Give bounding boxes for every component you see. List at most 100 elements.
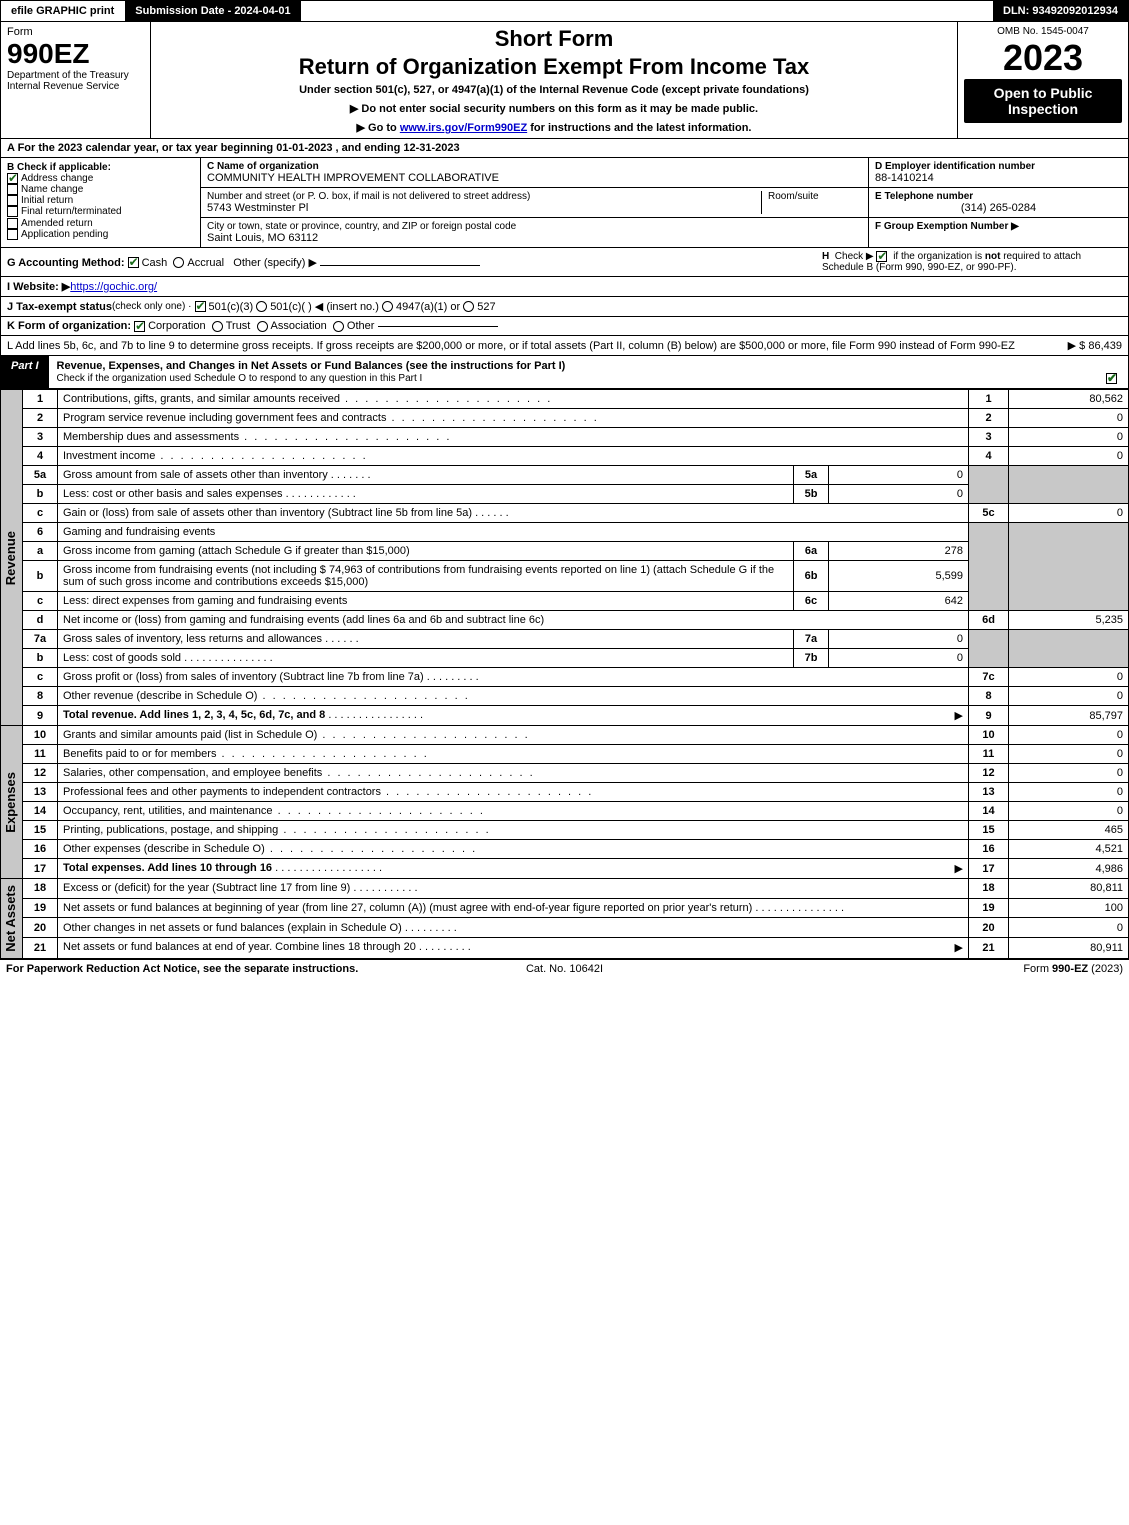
- org-name-row: C Name of organization COMMUNITY HEALTH …: [201, 158, 868, 188]
- irs-link[interactable]: www.irs.gov/Form990EZ: [400, 122, 527, 134]
- chk-other[interactable]: [333, 321, 344, 332]
- room-label: Room/suite: [768, 191, 862, 202]
- chk-name-change[interactable]: Name change: [7, 184, 194, 195]
- street-row: Number and street (or P. O. box, if mail…: [201, 188, 868, 218]
- row-11: 11Benefits paid to or for members110: [1, 745, 1129, 764]
- row-9: 9Total revenue. Add lines 1, 2, 3, 4, 5c…: [1, 706, 1129, 726]
- expenses-label: Expenses: [1, 766, 20, 839]
- row-17: 17Total expenses. Add lines 10 through 1…: [1, 859, 1129, 879]
- form-number: 990EZ: [7, 38, 144, 70]
- city-row: City or town, state or province, country…: [201, 218, 868, 247]
- street-label: Number and street (or P. O. box, if mail…: [207, 191, 755, 202]
- line-g-h: G Accounting Method: Cash Accrual Other …: [0, 248, 1129, 277]
- header-grid: B Check if applicable: Address change Na…: [0, 158, 1129, 248]
- website-link[interactable]: https://gochic.org/: [70, 281, 157, 293]
- part-1-table: Revenue 1Contributions, gifts, grants, a…: [0, 389, 1129, 959]
- chk-cash[interactable]: [128, 257, 139, 268]
- phone-value: (314) 265-0284: [875, 202, 1122, 214]
- row-15: 15Printing, publications, postage, and s…: [1, 821, 1129, 840]
- part-1-header: Part I Revenue, Expenses, and Changes in…: [0, 356, 1129, 389]
- phone-row: E Telephone number (314) 265-0284: [869, 188, 1128, 218]
- row-5c: cGain or (loss) from sale of assets othe…: [1, 504, 1129, 523]
- chk-527[interactable]: [463, 301, 474, 312]
- form-label: Form: [7, 26, 144, 38]
- i-label: I Website: ▶: [7, 280, 70, 293]
- l-amount: $ 86,439: [1079, 340, 1122, 352]
- row-6: 6Gaming and fundraising events: [1, 523, 1129, 542]
- name-label: C Name of organization: [207, 161, 499, 172]
- line-h: H Check ▶ if the organization is not req…: [822, 251, 1122, 273]
- chk-schedule-b[interactable]: [876, 251, 887, 262]
- row-18: Net Assets 18Excess or (deficit) for the…: [1, 879, 1129, 899]
- instr2-post: for instructions and the latest informat…: [527, 122, 751, 134]
- row-7a: 7aGross sales of inventory, less returns…: [1, 630, 1129, 649]
- j-label: J Tax-exempt status: [7, 301, 112, 313]
- row-2: 2Program service revenue including gover…: [1, 409, 1129, 428]
- line-i: I Website: ▶ https://gochic.org/: [0, 277, 1129, 297]
- group-exemption-label: F Group Exemption Number ▶: [875, 221, 1122, 232]
- chk-501c3[interactable]: [195, 301, 206, 312]
- footer-center: Cat. No. 10642I: [378, 963, 750, 975]
- row-6c: cLess: direct expenses from gaming and f…: [1, 592, 1129, 611]
- chk-4947[interactable]: [382, 301, 393, 312]
- chk-association[interactable]: [257, 321, 268, 332]
- chk-corporation[interactable]: [134, 321, 145, 332]
- chk-schedule-o[interactable]: [1106, 373, 1117, 384]
- k-label: K Form of organization:: [7, 320, 131, 332]
- column-def: D Employer identification number 88-1410…: [868, 158, 1128, 247]
- instruction-2: ▶ Go to www.irs.gov/Form990EZ for instru…: [157, 121, 951, 134]
- dln-label: DLN: 93492092012934: [993, 1, 1128, 21]
- chk-501c[interactable]: [256, 301, 267, 312]
- row-7c: cGross profit or (loss) from sales of in…: [1, 668, 1129, 687]
- row-14: 14Occupancy, rent, utilities, and mainte…: [1, 802, 1129, 821]
- row-5a: 5aGross amount from sale of assets other…: [1, 466, 1129, 485]
- part-1-title: Revenue, Expenses, and Changes in Net As…: [49, 356, 1128, 388]
- line-l: L Add lines 5b, 6c, and 7b to line 9 to …: [0, 336, 1129, 356]
- chk-application-pending[interactable]: Application pending: [7, 229, 194, 240]
- group-exemption-row: F Group Exemption Number ▶: [869, 218, 1128, 247]
- footer-left: For Paperwork Reduction Act Notice, see …: [6, 963, 378, 975]
- chk-amended-return[interactable]: Amended return: [7, 218, 194, 229]
- chk-initial-return[interactable]: Initial return: [7, 195, 194, 206]
- column-c: C Name of organization COMMUNITY HEALTH …: [201, 158, 868, 247]
- row-12: 12Salaries, other compensation, and empl…: [1, 764, 1129, 783]
- page-footer: For Paperwork Reduction Act Notice, see …: [0, 959, 1129, 978]
- short-form-title: Short Form: [157, 26, 951, 52]
- row-21: 21Net assets or fund balances at end of …: [1, 938, 1129, 959]
- row-19: 19Net assets or fund balances at beginni…: [1, 898, 1129, 918]
- row-5b: bLess: cost or other basis and sales exp…: [1, 485, 1129, 504]
- row-1: Revenue 1Contributions, gifts, grants, a…: [1, 390, 1129, 409]
- row-6a: aGross income from gaming (attach Schedu…: [1, 542, 1129, 561]
- line-j: J Tax-exempt status (check only one) · 5…: [0, 297, 1129, 317]
- header-center: Short Form Return of Organization Exempt…: [151, 22, 958, 138]
- tax-year: 2023: [964, 37, 1122, 79]
- chk-address-change[interactable]: Address change: [7, 173, 194, 184]
- row-10: Expenses 10Grants and similar amounts pa…: [1, 726, 1129, 745]
- column-b: B Check if applicable: Address change Na…: [1, 158, 201, 247]
- row-6d: dNet income or (loss) from gaming and fu…: [1, 611, 1129, 630]
- org-name: COMMUNITY HEALTH IMPROVEMENT COLLABORATI…: [207, 172, 499, 184]
- section-a: A For the 2023 calendar year, or tax yea…: [0, 139, 1129, 158]
- b-label: B Check if applicable:: [7, 162, 194, 173]
- row-6b: bGross income from fundraising events (n…: [1, 561, 1129, 592]
- omb-number: OMB No. 1545-0047: [964, 26, 1122, 37]
- subtitle: Under section 501(c), 527, or 4947(a)(1)…: [157, 84, 951, 96]
- ein-row: D Employer identification number 88-1410…: [869, 158, 1128, 188]
- top-bar: efile GRAPHIC print Submission Date - 20…: [0, 0, 1129, 22]
- header-left: Form 990EZ Department of the Treasury In…: [1, 22, 151, 138]
- row-16: 16Other expenses (describe in Schedule O…: [1, 840, 1129, 859]
- spacer: [301, 1, 993, 21]
- row-4: 4Investment income40: [1, 447, 1129, 466]
- ein-label: D Employer identification number: [875, 161, 1122, 172]
- chk-accrual[interactable]: [173, 257, 184, 268]
- open-public-badge: Open to Public Inspection: [964, 79, 1122, 123]
- chk-final-return[interactable]: Final return/terminated: [7, 206, 194, 217]
- form-header: Form 990EZ Department of the Treasury In…: [0, 22, 1129, 139]
- phone-label: E Telephone number: [875, 191, 1122, 202]
- part-1-check-text: Check if the organization used Schedule …: [57, 373, 423, 384]
- city-label: City or town, state or province, country…: [207, 221, 516, 232]
- row-20: 20Other changes in net assets or fund ba…: [1, 918, 1129, 938]
- instruction-1: ▶ Do not enter social security numbers o…: [157, 102, 951, 115]
- efile-print-button[interactable]: efile GRAPHIC print: [1, 1, 125, 21]
- chk-trust[interactable]: [212, 321, 223, 332]
